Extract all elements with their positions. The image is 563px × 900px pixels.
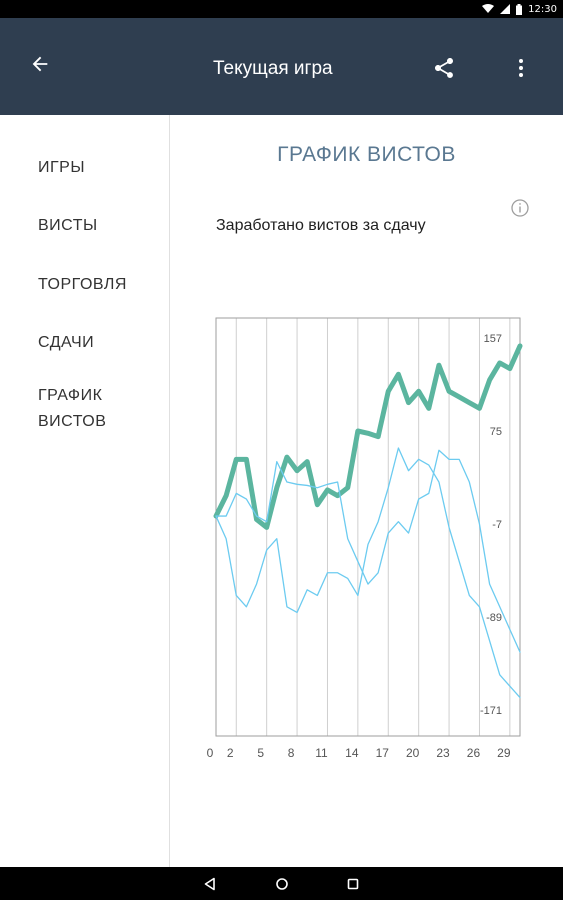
y-tick-label-0: 157 bbox=[484, 333, 502, 345]
status-bar: 12:30 bbox=[0, 0, 563, 18]
nav-item-vist-chart-line-2: ВИСТОВ bbox=[38, 413, 107, 430]
x-tick-label-3: 8 bbox=[288, 746, 295, 760]
x-tick-label-8: 23 bbox=[436, 746, 450, 760]
nav-back-button[interactable] bbox=[199, 873, 221, 895]
y-tick-label-4: -171 bbox=[480, 705, 502, 717]
more-options-button[interactable] bbox=[505, 52, 537, 84]
series-line-0 bbox=[213, 343, 523, 530]
nav-home-button[interactable] bbox=[271, 873, 293, 895]
y-tick-label-3: -89 bbox=[486, 612, 502, 624]
x-tick-label-10: 29 bbox=[497, 746, 511, 760]
x-tick-label-2: 5 bbox=[257, 746, 264, 760]
signal-icon bbox=[500, 4, 511, 14]
series-line-1 bbox=[215, 449, 521, 653]
y-tick-label-1: 75 bbox=[490, 426, 502, 438]
side-nav: ИГРЫ ВИСТЫ ТОРГОВЛЯ СДАЧИ ГРАФИК ВИСТОВ bbox=[0, 115, 170, 867]
share-button[interactable] bbox=[428, 52, 460, 84]
square-recents-icon bbox=[347, 878, 359, 890]
x-tick-label-4: 11 bbox=[315, 746, 328, 760]
x-tick-label-9: 26 bbox=[467, 746, 481, 760]
chart-subtitle: Заработано вистов за сдачу bbox=[216, 217, 426, 234]
x-tick-label-7: 20 bbox=[406, 746, 420, 760]
nav-item-deals[interactable]: СДАЧИ bbox=[38, 334, 95, 351]
nav-item-vist-chart-line-1: ГРАФИК bbox=[38, 387, 103, 404]
arrow-back-icon bbox=[32, 56, 48, 72]
x-tick-label-1: 2 bbox=[227, 746, 234, 760]
app-title: Текущая игра bbox=[213, 58, 333, 79]
info-icon[interactable] bbox=[510, 198, 530, 218]
status-time: 12:30 bbox=[528, 3, 557, 15]
more-vert-icon bbox=[519, 59, 523, 77]
battery-icon bbox=[516, 3, 523, 15]
nav-item-vist-chart[interactable]: ГРАФИК ВИСТОВ bbox=[38, 383, 106, 435]
series-line-2 bbox=[215, 447, 521, 699]
system-navigation-bar bbox=[0, 867, 563, 900]
nav-item-vists[interactable]: ВИСТЫ bbox=[38, 217, 98, 234]
x-tick-label-6: 17 bbox=[376, 746, 390, 760]
x-tick-label-0: 0 bbox=[207, 746, 214, 760]
nav-item-bidding[interactable]: ТОРГОВЛЯ bbox=[38, 276, 127, 293]
share-icon bbox=[435, 58, 453, 78]
plot-frame bbox=[215, 317, 521, 737]
y-tick-label-2: -7 bbox=[492, 519, 502, 531]
nav-recents-button[interactable] bbox=[342, 873, 364, 895]
triangle-back-icon bbox=[204, 877, 215, 891]
app-bar: Текущая игра bbox=[0, 18, 563, 115]
x-tick-label-5: 14 bbox=[345, 746, 359, 760]
wifi-icon bbox=[482, 4, 495, 13]
back-button[interactable] bbox=[24, 48, 56, 80]
circle-home-icon bbox=[276, 878, 288, 890]
vist-chart: 0 2 5 8 11 14 17 20 23 26 29 157 75 -7 -89 -171 bbox=[207, 317, 523, 760]
content-title: ГРАФИК ВИСТОВ bbox=[277, 143, 456, 166]
status-icons: 12:30 bbox=[482, 2, 557, 16]
nav-item-games[interactable]: ИГРЫ bbox=[38, 159, 85, 176]
